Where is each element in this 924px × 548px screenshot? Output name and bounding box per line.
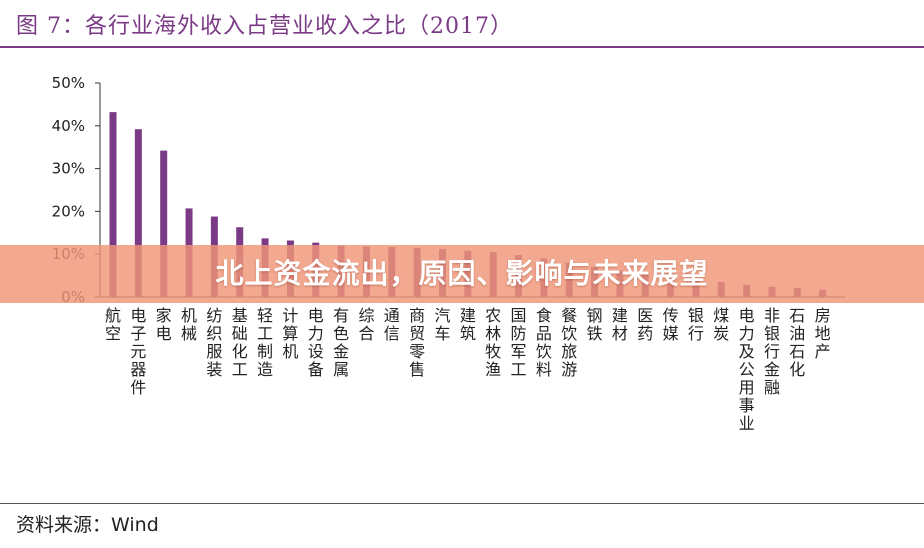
title-divider [0,46,924,48]
category-label: 建材 [612,306,628,343]
bar [134,129,142,297]
category-label: 石油石化 [789,306,805,379]
category-label: 电力及公用事业 [739,306,755,433]
category-label: 基础化工 [232,306,248,379]
x-axis-labels: 航空电子元器件家电机械纺织服装基础化工轻工制造计算机电力设备有色金属综合通信商贸… [105,306,831,433]
figure-title: 图 7：各行业海外收入占营业收入之比（2017） [16,14,513,39]
category-label: 农林牧渔 [485,306,501,379]
category-label: 商贸零售 [409,306,425,379]
category-label: 综合 [358,306,374,343]
category-label: 钢铁 [587,306,603,343]
category-label: 电子元器件 [130,306,146,397]
bar [160,150,168,297]
y-tick-label: 40% [52,117,85,135]
category-label: 银行 [688,306,704,343]
category-label: 国防军工 [511,306,527,379]
y-tick-label: 20% [52,202,85,220]
category-label: 非银行金融 [764,306,780,397]
category-label: 通信 [384,306,400,343]
source-note: 资料来源：Wind [16,514,159,536]
overlay-banner: 北上资金流出，原因、影响与未来展望 [0,245,924,303]
category-label: 机械 [181,306,197,343]
category-label: 食品饮料 [536,306,552,379]
y-tick-label: 30% [52,160,85,178]
category-label: 房地产 [815,306,831,361]
category-label: 建筑 [460,306,476,343]
category-label: 电力设备 [308,306,324,379]
category-label: 传媒 [663,306,679,343]
category-label: 医药 [637,306,653,343]
y-tick-label: 50% [52,74,85,92]
category-label: 纺织服装 [206,306,222,379]
category-label: 航空 [105,306,121,343]
category-label: 家电 [156,306,172,343]
category-label: 汽车 [434,306,450,343]
category-label: 餐饮旅游 [561,306,577,379]
source-divider [0,503,924,504]
banner-text: 北上资金流出，原因、影响与未来展望 [215,257,709,290]
category-label: 有色金属 [333,306,349,379]
category-label: 煤炭 [713,306,729,343]
category-label: 计算机 [282,306,298,361]
bar [109,112,117,297]
category-label: 轻工制造 [257,306,273,379]
